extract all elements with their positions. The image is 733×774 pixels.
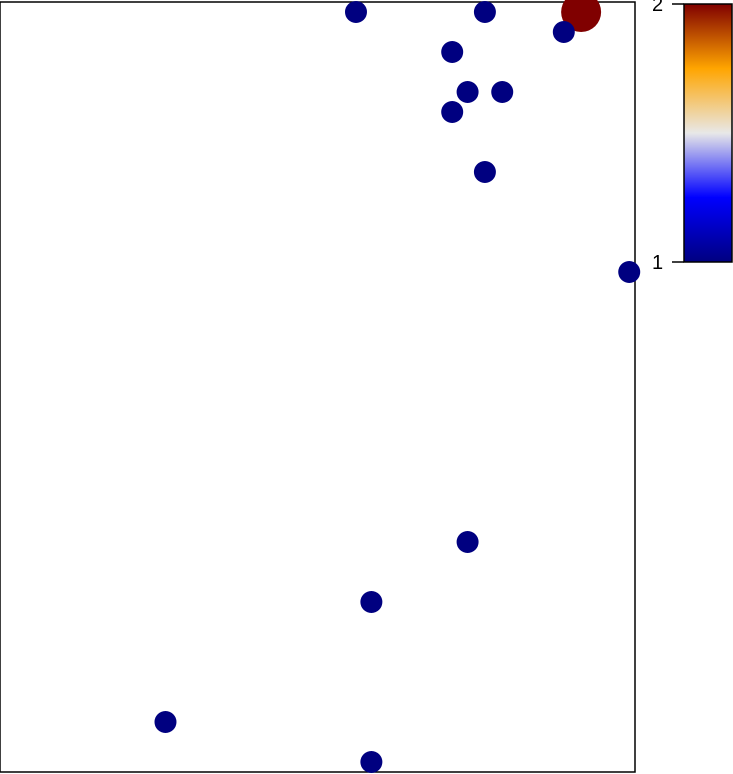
colorbar-gradient — [683, 3, 733, 263]
scatter-point-14 — [360, 751, 383, 773]
scatter-point-13 — [154, 711, 177, 733]
scatter-point-5 — [441, 41, 464, 63]
scatter-point-9 — [473, 161, 496, 183]
scatter-point-1 — [344, 1, 367, 23]
colorbar-label-min: 1 — [652, 252, 663, 274]
scatter-point-10 — [618, 261, 641, 283]
scatter-point-6 — [456, 81, 479, 103]
scatter-point-2 — [473, 1, 496, 23]
scatter-point-4 — [552, 21, 575, 43]
plot-frame — [0, 1, 636, 773]
colorbar-label-max: 2 — [652, 0, 663, 16]
data-points — [154, 0, 641, 773]
scatter-point-11 — [456, 531, 479, 553]
scatter-point-12 — [360, 591, 383, 613]
colorbar: 2 1 — [652, 0, 733, 274]
scatter-point-8 — [441, 101, 464, 123]
scatter-point-7 — [491, 81, 514, 103]
